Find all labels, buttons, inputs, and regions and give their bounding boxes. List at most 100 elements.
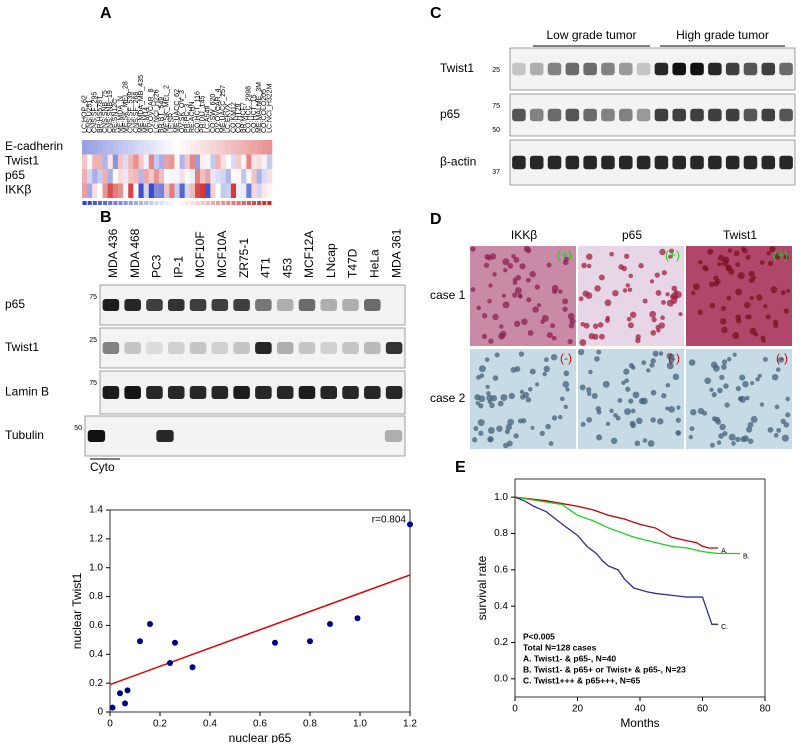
row-label: Twist1 [440,61,474,75]
color-bar [216,201,221,205]
ihc-cell [661,300,666,305]
ihc-cell [540,319,545,324]
heatmap-column-label: CO:SW_620 [210,94,217,133]
heatmap-column-label: ME:SK_MEL_2 [164,85,171,133]
heatmap-cell [205,154,211,169]
blot-band [779,155,793,170]
blot-band [601,155,615,170]
heatmap-cell [266,183,273,198]
blot-band [211,299,229,311]
ihc-cell [609,408,614,414]
data-point [117,690,123,697]
blot-band [725,155,740,170]
heatmap-cell [256,169,263,184]
heatmap-cell [246,154,252,169]
x-tick-label: 40 [634,704,646,715]
lane-label: MCF10F [193,231,207,278]
heatmap-column-label: OV:OVCAR_4 [215,88,222,133]
ihc-cell [785,412,791,418]
blot-band [708,62,722,76]
ihc-cell [649,362,655,368]
heatmap-cell [256,154,263,169]
ihc-cell [724,402,730,408]
ihc-cell [512,292,518,298]
mw-marker: 50 [492,127,500,134]
ihc-cell [723,383,729,389]
ihc-cell [757,373,762,378]
ihc-cell [769,245,776,253]
blot-band [102,386,120,399]
data-point [307,638,313,645]
color-bar [164,201,169,205]
ihc-cell [742,435,749,442]
heatmap-cell [117,140,124,155]
heatmap-cell [184,140,191,155]
heatmap-column-label: BR:MCF7 [241,102,248,133]
x-tick-label: 80 [759,704,771,715]
ihc-cell [591,392,598,399]
heatmap-cell [230,140,237,155]
panel-label: A [100,5,112,22]
heatmap-cell [241,183,247,198]
ihc-cell [627,322,634,329]
data-point [167,659,173,666]
ihc-cell [745,395,750,401]
heatmap-cell [164,169,170,184]
ihc-cell [492,375,499,381]
ihc-cell [487,298,492,304]
ihc-cell [721,326,728,334]
blot-band [255,386,272,399]
ihc-cell [526,297,532,303]
heatmap-cell [133,183,139,198]
heatmap-cell [159,169,165,184]
heatmap-cell [153,169,160,184]
color-bar [108,201,113,205]
heatmap-cell [261,183,268,198]
ihc-score: (-) [560,351,572,365]
blot-band [342,299,359,311]
ihc-cell [710,442,715,448]
heatmap-cell [266,140,273,155]
ihc-cell [745,314,750,320]
ihc-cell [610,437,618,445]
ihc-cell [508,392,515,400]
blot-band [146,342,163,354]
ihc-cell [543,365,550,373]
ihc-cell [726,295,732,301]
blot-band [690,62,704,76]
ihc-cell [753,332,759,337]
color-bar [180,201,185,205]
ihc-cell [672,373,680,381]
ihc-cell [709,387,714,392]
ihc-cell [568,322,575,329]
x-tick-label: 0.2 [153,719,167,730]
heatmap-cell [241,169,247,184]
heatmap-cell [179,154,186,169]
blot-band [233,342,250,354]
ihc-cell [567,312,575,320]
ihc-cell [486,391,491,396]
heatmap-cell [102,140,108,155]
ihc-cell [489,402,495,409]
heatmap-cell [220,154,227,169]
ihc-column-label: Twist1 [723,228,757,242]
blot-band [512,62,526,76]
ihc-cell [767,260,774,267]
ihc-cell [484,357,490,363]
ihc-cell [577,348,585,356]
ihc-cell [783,254,789,260]
ihc-cell [755,377,760,382]
ihc-cell [492,272,497,277]
legend-text: A. Twist1- & p65-, N=40 [523,653,616,663]
ihc-cell [548,441,554,446]
ihc-cell [503,267,508,273]
ihc-cell [750,415,758,423]
color-bar [226,201,231,205]
heatmap-column-label: LE:SR [169,113,176,133]
heatmap-cell [87,183,93,198]
data-point [147,620,153,627]
blot-band [189,342,207,354]
y-tick-label: 1.4 [89,505,103,516]
ihc-cell [625,283,630,288]
heatmap-column-label: CNS:SF_268 [133,92,140,133]
